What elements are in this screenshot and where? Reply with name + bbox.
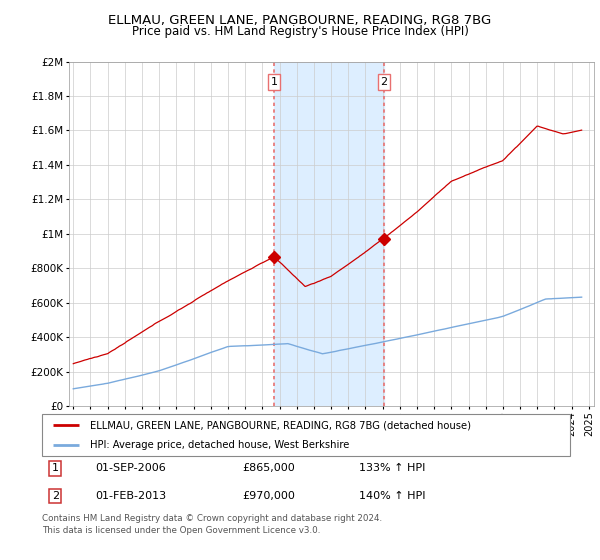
Text: 01-FEB-2013: 01-FEB-2013 <box>95 491 166 501</box>
Text: 133% ↑ HPI: 133% ↑ HPI <box>359 463 425 473</box>
Text: ELLMAU, GREEN LANE, PANGBOURNE, READING, RG8 7BG (detached house): ELLMAU, GREEN LANE, PANGBOURNE, READING,… <box>89 421 470 430</box>
Text: Contains HM Land Registry data © Crown copyright and database right 2024.
This d: Contains HM Land Registry data © Crown c… <box>42 514 382 535</box>
Text: 01-SEP-2006: 01-SEP-2006 <box>95 463 166 473</box>
Text: £970,000: £970,000 <box>242 491 296 501</box>
Text: 140% ↑ HPI: 140% ↑ HPI <box>359 491 425 501</box>
Text: Price paid vs. HM Land Registry's House Price Index (HPI): Price paid vs. HM Land Registry's House … <box>131 25 469 38</box>
Text: HPI: Average price, detached house, West Berkshire: HPI: Average price, detached house, West… <box>89 441 349 450</box>
Text: 2: 2 <box>52 491 59 501</box>
Text: ELLMAU, GREEN LANE, PANGBOURNE, READING, RG8 7BG: ELLMAU, GREEN LANE, PANGBOURNE, READING,… <box>109 14 491 27</box>
Text: £865,000: £865,000 <box>242 463 295 473</box>
Text: 2: 2 <box>380 77 388 87</box>
Bar <box>274 62 384 406</box>
Text: 1: 1 <box>52 463 59 473</box>
Text: 1: 1 <box>271 77 277 87</box>
